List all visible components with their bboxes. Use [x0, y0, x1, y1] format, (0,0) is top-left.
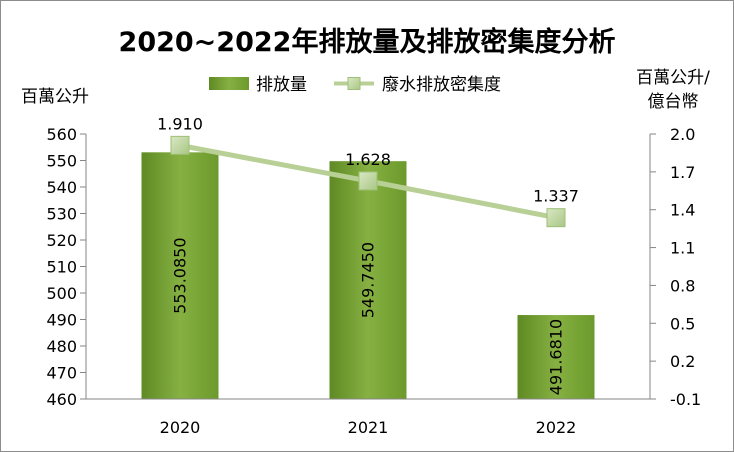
legend-line-marker [347, 77, 361, 90]
left-axis: 560 550 540 530 520 510 500 490 480 470 460 [46, 125, 86, 409]
left-tick-label: 550 [46, 152, 77, 171]
right-tick-label: 1.7 [670, 163, 695, 182]
x-tick-label: 2021 [348, 418, 389, 437]
axis-lines [85, 134, 651, 400]
legend: 排放量 廢水排放密集度 [209, 75, 501, 95]
left-tick-label: 520 [46, 231, 77, 250]
legend-bar-swatch [209, 77, 249, 90]
left-tick-label: 490 [46, 311, 77, 330]
left-tick-label: 560 [46, 125, 77, 144]
line-data-label: 1.337 [533, 187, 579, 206]
x-tick-label: 2022 [536, 418, 577, 437]
right-tick-label: 0.2 [670, 352, 695, 371]
right-tick-label: 0.5 [670, 314, 695, 333]
left-tick-label: 510 [46, 258, 77, 277]
line-point-marker [170, 135, 190, 155]
bar-data-label: 553.0850 [171, 237, 190, 313]
line-point-marker [358, 171, 378, 191]
bar [517, 315, 595, 399]
legend-line-label: 廢水排放密集度 [382, 75, 501, 95]
right-axis: 2.0 1.7 1.4 1.1 0.8 0.5 0.2 -0.1 [650, 125, 701, 409]
line-data-label: 1.910 [157, 114, 203, 133]
x-axis: 2020 2021 2022 [160, 418, 577, 437]
left-tick-label: 470 [46, 364, 77, 383]
right-tick-label: 1.4 [670, 201, 695, 220]
right-tick-label: 2.0 [670, 125, 695, 144]
x-tick-label: 2020 [160, 418, 201, 437]
left-tick-label: 460 [46, 390, 77, 409]
right-tick-label: 0.8 [670, 276, 695, 295]
left-tick-label: 540 [46, 178, 77, 197]
legend-bar-label: 排放量 [256, 75, 307, 95]
right-axis-title-line2: 億台幣 [648, 92, 699, 112]
left-tick-label: 480 [46, 337, 77, 356]
line-data-label: 1.628 [345, 150, 391, 169]
line-point-marker [546, 208, 566, 228]
bar-data-label: 549.7450 [359, 242, 378, 318]
left-axis-title: 百萬公升 [21, 87, 89, 107]
bar-data-label: 491.6810 [547, 319, 566, 395]
right-tick-label: -0.1 [670, 390, 701, 409]
bar [141, 152, 219, 399]
left-tick-label: 530 [46, 205, 77, 224]
bar [329, 161, 407, 399]
right-axis-title-line1: 百萬公升/ [636, 68, 710, 88]
left-tick-label: 500 [46, 284, 77, 303]
right-tick-label: 1.1 [670, 239, 695, 258]
chart-title: 2020~2022年排放量及排放密集度分析 [119, 26, 616, 58]
line-series: 1.910 1.628 1.337 [157, 114, 579, 228]
bar-series: 553.0850 549.7450 491.6810 [141, 152, 595, 399]
